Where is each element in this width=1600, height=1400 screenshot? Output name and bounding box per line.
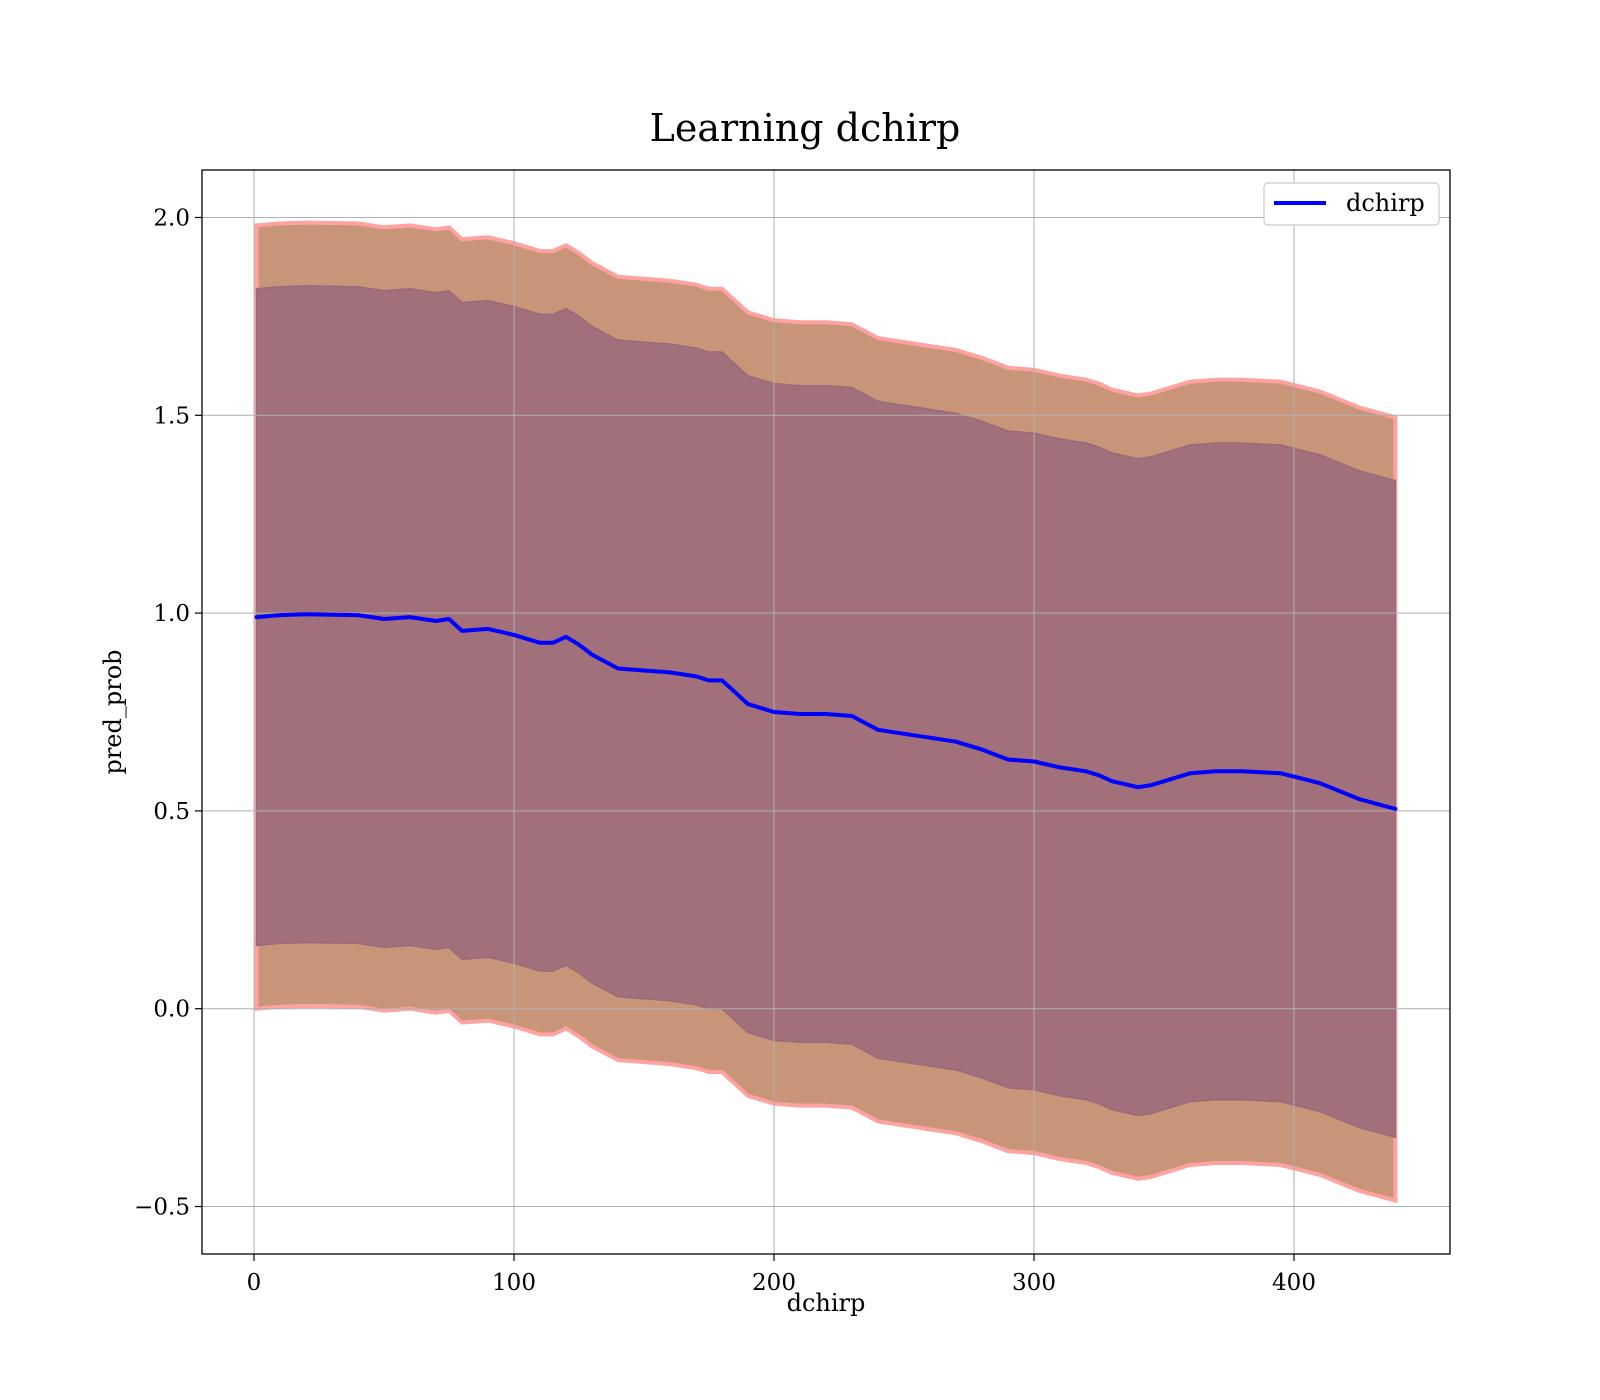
y-tick-label-5: 2.0 [153, 205, 190, 231]
legend-label-dchirp: dchirp [1346, 189, 1425, 217]
series-line-dchirp [254, 612, 1398, 811]
y-tick-label-3: 1.0 [153, 601, 190, 627]
x-axis-label: dchirp [787, 1289, 866, 1317]
x-tick-label-0: 0 [247, 1270, 262, 1296]
plot-frame [201, 169, 1451, 1255]
ticks: 0 100 200 300 400 −0.5 0.0 0.5 1.0 1.5 2.0 [134, 205, 1316, 1296]
x-tick-label-1: 100 [492, 1270, 536, 1296]
x-tick-label-4: 400 [1272, 1270, 1316, 1296]
legend: dchirp [1263, 182, 1440, 226]
x-tick-label-2: 200 [752, 1270, 796, 1296]
chart-title: Learning dchirp [650, 106, 961, 150]
y-axis-label: pred_prob [99, 649, 127, 774]
confidence-bands [254, 220, 1398, 1204]
x-tick-label-3: 300 [1012, 1270, 1056, 1296]
band-inner [255, 285, 1397, 1139]
legend-box [1263, 182, 1440, 226]
y-tick-label-0: −0.5 [134, 1195, 190, 1221]
y-tick-label-2: 0.5 [153, 799, 190, 825]
y-tick-label-1: 0.0 [153, 997, 190, 1023]
series-layer [254, 612, 1398, 811]
y-tick-label-4: 1.5 [153, 403, 190, 429]
grid [202, 170, 1450, 1254]
